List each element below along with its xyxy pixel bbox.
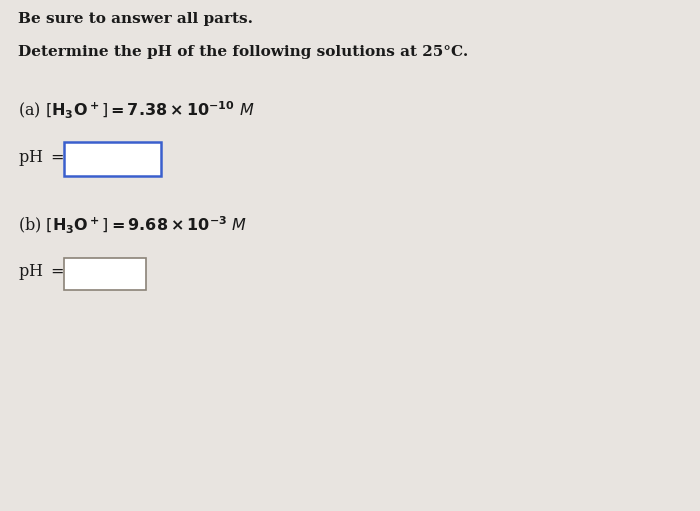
Text: pH $=$: pH $=$ xyxy=(18,148,64,168)
FancyBboxPatch shape xyxy=(64,142,161,176)
Text: (a) $\mathbf{\left[H_3O^+\right] = 7.38 \times 10^{-10}}$ $\mathit{M}$: (a) $\mathbf{\left[H_3O^+\right] = 7.38 … xyxy=(18,100,254,121)
Text: (b) $\mathbf{\left[H_3O^+\right] = 9.68 \times 10^{-3}}$ $\mathit{M}$: (b) $\mathbf{\left[H_3O^+\right] = 9.68 … xyxy=(18,215,247,236)
Text: pH $=$: pH $=$ xyxy=(18,262,64,282)
Text: Determine the pH of the following solutions at 25°C.: Determine the pH of the following soluti… xyxy=(18,45,468,59)
Text: Be sure to answer all parts.: Be sure to answer all parts. xyxy=(18,12,253,26)
FancyBboxPatch shape xyxy=(64,258,146,290)
